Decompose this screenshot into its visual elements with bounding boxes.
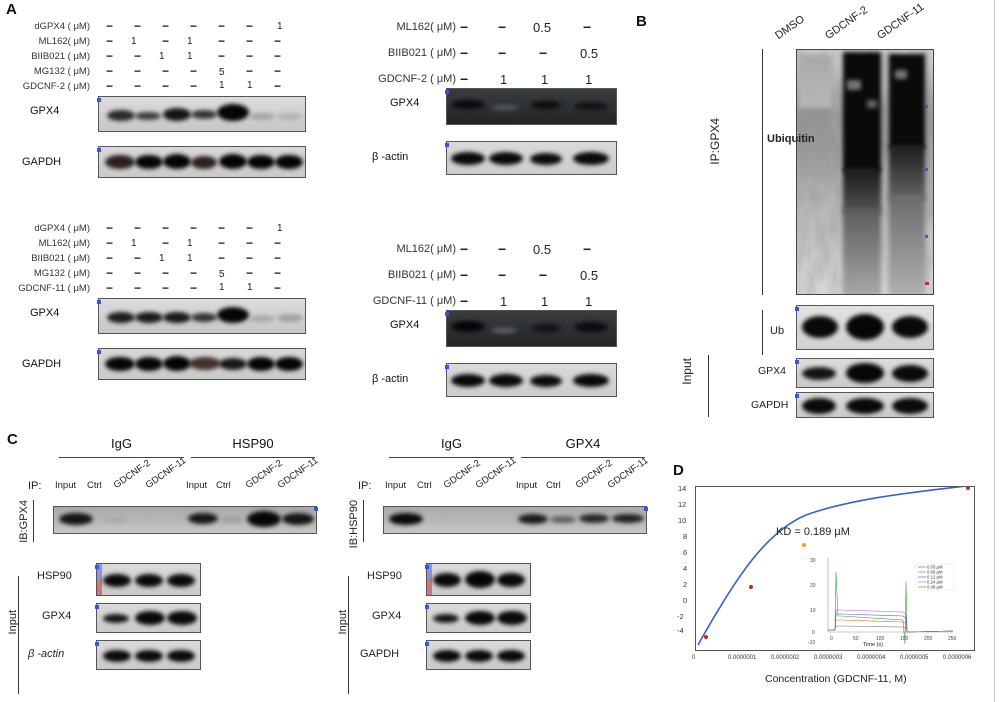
svg-text:0: 0 [812,630,815,636]
svg-text:50: 50 [853,636,859,642]
svg-text:250: 250 [948,636,957,642]
svg-text:10: 10 [810,608,816,614]
svg-text:200: 200 [924,636,933,642]
svg-text:0.49 µM: 0.49 µM [927,585,943,590]
svg-text:-10: -10 [808,640,815,646]
svg-text:KD = 0.189 µM: KD = 0.189 µM [776,526,850,538]
svg-text:Time (s): Time (s) [863,642,883,647]
svg-text:20: 20 [810,583,816,589]
svg-text:0: 0 [830,636,833,642]
svg-text:30: 30 [810,558,816,564]
